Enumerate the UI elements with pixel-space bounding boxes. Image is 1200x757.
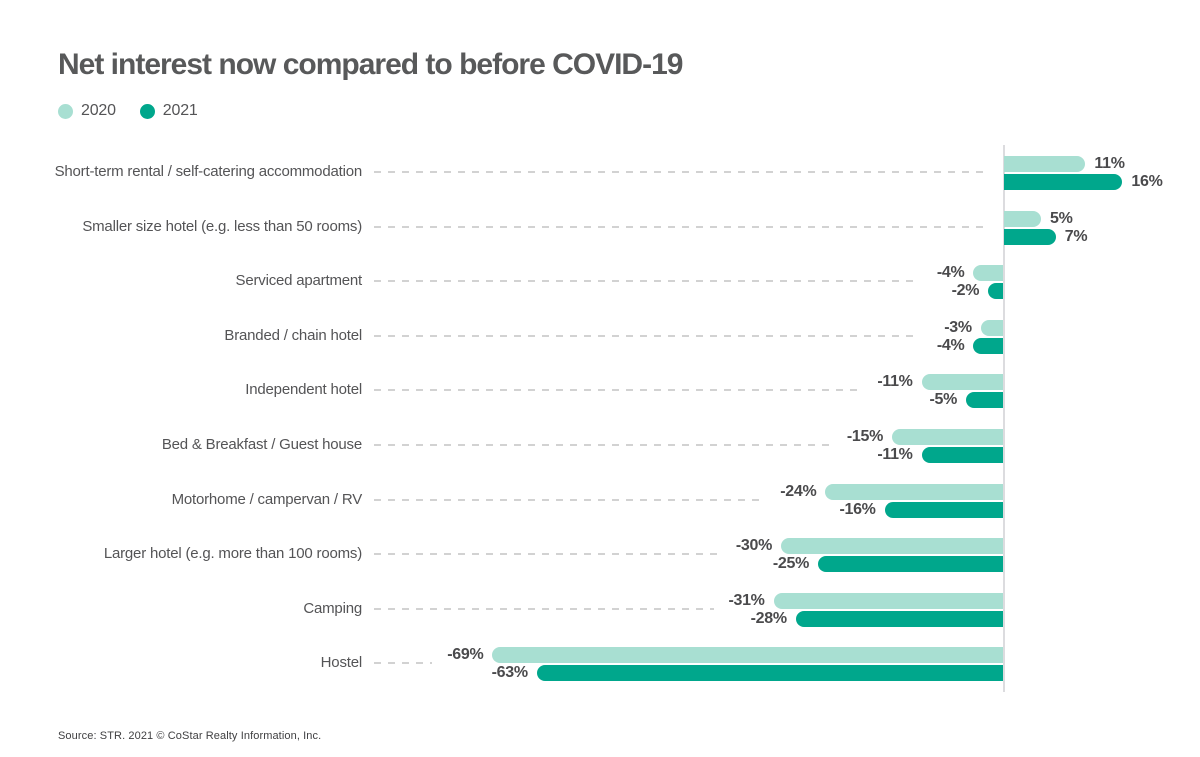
legend-dot-2021-icon bbox=[139, 103, 155, 119]
bar-value-label: -15% bbox=[846, 428, 883, 445]
bar-2020 bbox=[492, 647, 1003, 664]
category-label: Serviced apartment bbox=[235, 272, 363, 290]
bar-2021 bbox=[1004, 228, 1056, 245]
bar-2020 bbox=[825, 483, 1003, 500]
bar-value-label: -30% bbox=[735, 537, 772, 555]
leader-line bbox=[374, 444, 832, 446]
bar-value-label: -4% bbox=[936, 264, 965, 282]
bar-2021 bbox=[988, 283, 1003, 300]
leader-line bbox=[374, 389, 862, 392]
bar-2020 bbox=[892, 429, 1003, 445]
bar-value-label: -5% bbox=[929, 391, 957, 409]
category-label: Hostel bbox=[320, 654, 363, 672]
category-label: Smaller size hotel (e.g. less than 50 ro… bbox=[82, 217, 362, 235]
bar-value-label: 16% bbox=[1131, 173, 1163, 190]
bar-2021 bbox=[536, 665, 1003, 682]
leader-line bbox=[374, 171, 985, 173]
category-label: Independent hotel bbox=[245, 381, 362, 399]
bar-value-label: -31% bbox=[728, 591, 765, 609]
legend-item-2021: 2021 bbox=[139, 102, 198, 120]
leader-line bbox=[374, 280, 914, 283]
bar-value-label: -2% bbox=[951, 282, 980, 300]
category-label: Branded / chain hotel bbox=[224, 326, 362, 344]
bar-value-label: -11% bbox=[877, 446, 913, 463]
bar-value-label: -16% bbox=[839, 500, 876, 518]
category-label: Short-term rental / self-catering accomm… bbox=[54, 163, 363, 180]
bar-value-label: -69% bbox=[447, 646, 484, 664]
leader-line bbox=[374, 498, 766, 501]
bar-2020 bbox=[1004, 210, 1041, 227]
bar-value-label: -24% bbox=[780, 482, 817, 500]
bar-value-label: -63% bbox=[491, 664, 528, 682]
category-label: Motorhome / campervan / RV bbox=[171, 490, 363, 508]
bar-2020 bbox=[1004, 156, 1086, 172]
bar-2021 bbox=[818, 556, 1003, 573]
bar-2020 bbox=[781, 538, 1003, 555]
zero-axis-line bbox=[1003, 145, 1005, 692]
bar-2020 bbox=[773, 592, 1003, 609]
source-note: Source: STR. 2021 © CoStar Realty Inform… bbox=[58, 730, 322, 742]
bar-value-label: -4% bbox=[936, 336, 965, 354]
bar-2021 bbox=[1004, 174, 1123, 190]
category-label: Bed & Breakfast / Guest house bbox=[161, 436, 362, 453]
bar-2021 bbox=[973, 337, 1003, 354]
leader-line bbox=[374, 662, 433, 665]
bar-2020 bbox=[921, 374, 1003, 391]
bar-value-label: -11% bbox=[877, 373, 913, 391]
bar-value-label: 7% bbox=[1064, 227, 1088, 245]
bar-2020 bbox=[980, 319, 1003, 336]
bar-2021 bbox=[884, 501, 1003, 518]
bar-value-label: 5% bbox=[1050, 209, 1073, 227]
bar-value-label: -3% bbox=[944, 318, 972, 336]
bar-2021 bbox=[921, 447, 1003, 463]
bar-value-label: -28% bbox=[750, 609, 787, 627]
leader-line bbox=[374, 553, 721, 556]
bar-2020 bbox=[973, 265, 1003, 282]
leader-line bbox=[374, 607, 714, 610]
bar-value-label: 11% bbox=[1094, 155, 1125, 172]
legend-label-2020: 2020 bbox=[81, 102, 116, 119]
leader-line bbox=[374, 225, 985, 228]
category-label: Camping bbox=[303, 599, 362, 617]
leader-line bbox=[374, 334, 914, 337]
legend-item-2020: 2020 bbox=[58, 102, 116, 120]
chart-legend: 2020 2021 bbox=[58, 102, 198, 120]
bar-2021 bbox=[795, 610, 1003, 627]
chart-title: Net interest now compared to before COVI… bbox=[58, 48, 683, 81]
legend-dot-2020-icon bbox=[58, 103, 73, 119]
category-label: Larger hotel (e.g. more than 100 rooms) bbox=[103, 545, 362, 563]
bar-2021 bbox=[966, 392, 1003, 409]
bar-value-label: -25% bbox=[772, 555, 809, 573]
legend-label-2021: 2021 bbox=[162, 102, 198, 119]
